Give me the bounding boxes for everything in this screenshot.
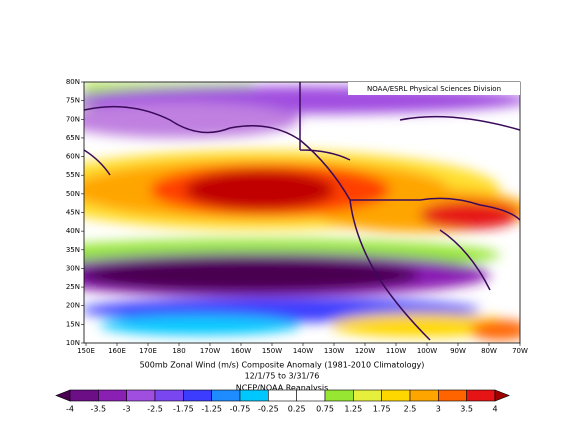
lon-label: 90W xyxy=(450,347,466,355)
colorbar-label: 3 xyxy=(436,405,441,414)
colorbar-label: -1.25 xyxy=(201,405,222,414)
lon-label: 170E xyxy=(139,347,157,355)
lon-label: 180 xyxy=(172,347,185,355)
colorbar-swatch xyxy=(126,389,156,402)
lat-label: 30N xyxy=(66,264,80,272)
colorbar-end xyxy=(494,389,510,402)
lat-label: 50N xyxy=(66,190,80,198)
lat-label: 35N xyxy=(66,246,80,254)
lat-label: 60N xyxy=(66,153,80,161)
lon-label: 120W xyxy=(355,347,375,355)
colorbar-label: 0.75 xyxy=(316,405,334,414)
colorbar-swatch xyxy=(268,389,297,402)
colorbar-label: -0.25 xyxy=(258,405,279,414)
colorbar-label: 2.5 xyxy=(404,405,417,414)
colorbar-label: 4 xyxy=(492,405,497,414)
colorbar-swatch xyxy=(324,389,354,402)
lat-label: 55N xyxy=(66,171,80,179)
lat-label: 25N xyxy=(66,283,80,291)
lat-label: 40N xyxy=(66,227,80,235)
lat-label: 10N xyxy=(66,339,80,347)
lon-label: 150W xyxy=(262,347,282,355)
colorbar-label: -3 xyxy=(123,405,131,414)
lon-label: 160E xyxy=(108,347,126,355)
lat-label: 65N xyxy=(66,134,80,142)
lat-label: 45N xyxy=(66,209,80,217)
lat-label: 20N xyxy=(66,302,80,310)
colorbar-label: -1.75 xyxy=(173,405,194,414)
colorbar-swatch xyxy=(381,389,411,402)
colorbar-label: -3.5 xyxy=(91,405,107,414)
colorbar-swatch xyxy=(466,389,496,402)
lon-label: 170W xyxy=(200,347,220,355)
lon-label: 80W xyxy=(481,347,497,355)
credit-box xyxy=(348,82,520,95)
lon-label: 70W xyxy=(512,347,528,355)
colorbar-label: 1.25 xyxy=(344,405,362,414)
map-title: 500mb Zonal Wind (m/s) Composite Anomaly… xyxy=(140,361,425,370)
colorbar-label: -0.75 xyxy=(230,405,251,414)
colorbar-swatch xyxy=(154,389,184,402)
colorbar-end xyxy=(55,389,71,402)
colorbar-label: 3.5 xyxy=(460,405,473,414)
axes: 80N 75N 70N 65N 60N 55N 50N 45N 40N 35N 30N 25N 20N 1… xyxy=(66,78,528,355)
colorbar-swatch xyxy=(98,389,127,402)
coastlines xyxy=(84,82,520,341)
lon-label: 150E xyxy=(77,347,95,355)
source: NCEP/NOAA Reanalysis xyxy=(236,384,329,393)
colorbar-swatch xyxy=(183,389,212,402)
credit: NOAA/ESRL Physical Sciences Division xyxy=(367,85,501,93)
colorbar-swatch xyxy=(69,389,99,402)
colorbar-label: 0.25 xyxy=(288,405,306,414)
anomaly-field xyxy=(84,82,520,343)
lon-label: 130W xyxy=(324,347,344,355)
lat-label: 75N xyxy=(66,97,80,105)
colorbar-swatch xyxy=(353,389,382,402)
colorbar-swatch xyxy=(438,389,467,402)
lat-label: 70N xyxy=(66,115,80,123)
period: 12/1/75 to 3/31/76 xyxy=(245,372,320,381)
colorbar-swatch xyxy=(296,389,326,402)
colorbar-swatch xyxy=(211,389,241,402)
colorbar: -4 -3.5 -3 -2.5 -1.75 -1.25 -0.75 -0.25 0.25 0.75… xyxy=(55,389,510,414)
lat-label: 80N xyxy=(66,78,80,86)
lon-label: 100W xyxy=(417,347,437,355)
colorbar-swatch xyxy=(239,389,269,402)
lat-label: 15N xyxy=(66,320,80,328)
lon-label: 110W xyxy=(386,347,406,355)
lon-label: 160W xyxy=(231,347,251,355)
colorbar-label: -4 xyxy=(66,405,74,414)
colorbar-swatch xyxy=(409,389,439,402)
colorbar-label: 1.75 xyxy=(373,405,391,414)
colorbar-label: -2.5 xyxy=(147,405,163,414)
lon-label: 140W xyxy=(293,347,313,355)
